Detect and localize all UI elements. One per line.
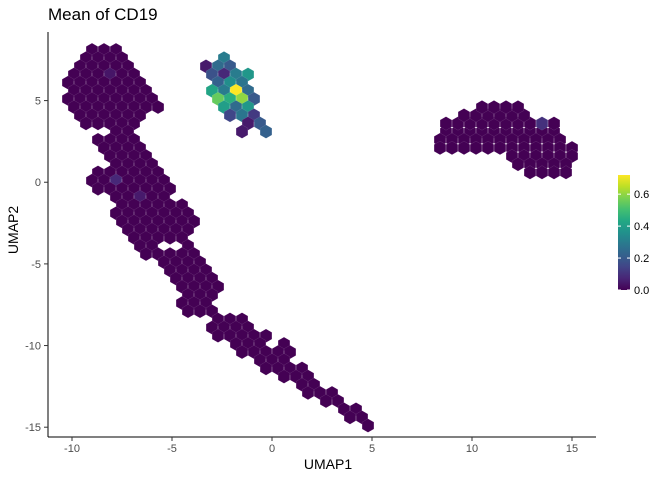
hex-bin bbox=[559, 165, 573, 180]
colorbar-legend: 0.0 0.2 0.4 0.6 bbox=[618, 175, 649, 297]
hex-bin bbox=[259, 124, 273, 139]
colorbar bbox=[618, 175, 630, 290]
hex-bin bbox=[457, 108, 471, 123]
hex-bin bbox=[163, 230, 177, 245]
hex-bin bbox=[481, 141, 495, 155]
colorbar-tick-label: 0.4 bbox=[634, 221, 649, 233]
hex-bin bbox=[139, 247, 153, 262]
hex-bin bbox=[235, 345, 249, 360]
x-tick-label: -10 bbox=[64, 443, 80, 455]
hex-bin bbox=[433, 141, 447, 155]
x-axis-title: UMAP1 bbox=[304, 456, 352, 472]
colorbar-tick-label: 0.6 bbox=[634, 189, 649, 201]
y-tick-label: -10 bbox=[25, 341, 41, 353]
y-axis-ticks: -15 -10 -5 0 5 bbox=[25, 96, 48, 434]
hex-bin bbox=[547, 116, 561, 131]
hex-bin bbox=[211, 328, 225, 343]
hex-bin bbox=[361, 418, 375, 433]
x-tick-label: 10 bbox=[466, 443, 478, 455]
hex-bin bbox=[223, 108, 237, 123]
hex-bin bbox=[343, 410, 357, 425]
y-tick-label: -15 bbox=[25, 422, 41, 434]
hex-bin bbox=[445, 141, 459, 155]
hex-bin bbox=[499, 100, 513, 115]
hex-bin bbox=[181, 304, 195, 319]
hex-bin bbox=[277, 369, 291, 384]
hex-bin bbox=[235, 124, 249, 139]
hex-bin bbox=[493, 141, 507, 155]
hex-bin bbox=[151, 100, 165, 115]
hex-bin bbox=[301, 385, 315, 400]
hex-bin bbox=[523, 165, 537, 180]
hex-bin bbox=[469, 141, 483, 155]
hex-bin bbox=[535, 116, 549, 131]
x-tick-label: 15 bbox=[566, 443, 578, 455]
hex-bin bbox=[91, 181, 105, 196]
x-tick-label: -5 bbox=[167, 443, 177, 455]
colorbar-tick-label: 0.0 bbox=[634, 285, 649, 297]
x-tick-label: 0 bbox=[269, 443, 275, 455]
colorbar-tick-label: 0.2 bbox=[634, 253, 649, 265]
hex-bin bbox=[457, 141, 471, 155]
hex-bin bbox=[511, 157, 525, 172]
hex-bin bbox=[259, 361, 273, 376]
hex-bin bbox=[535, 165, 549, 180]
x-axis-ticks: -10 -5 0 5 10 15 bbox=[64, 437, 578, 455]
y-tick-label: 5 bbox=[35, 96, 41, 108]
hex-bin bbox=[487, 100, 501, 115]
hex-bin bbox=[511, 100, 525, 115]
hex-bin bbox=[547, 165, 561, 180]
hex-bin bbox=[193, 304, 207, 319]
plot-title: Mean of CD19 bbox=[48, 5, 158, 24]
hexbin-layer bbox=[61, 43, 579, 433]
hex-bin bbox=[319, 394, 333, 409]
y-tick-label: -5 bbox=[31, 259, 41, 271]
hex-bin bbox=[91, 116, 105, 131]
x-tick-label: 5 bbox=[369, 443, 375, 455]
y-tick-label: 0 bbox=[35, 177, 41, 189]
hex-bin bbox=[475, 100, 489, 115]
y-axis-title: UMAP2 bbox=[5, 206, 21, 254]
hex-bin bbox=[439, 116, 453, 131]
hex-bin bbox=[79, 116, 93, 131]
